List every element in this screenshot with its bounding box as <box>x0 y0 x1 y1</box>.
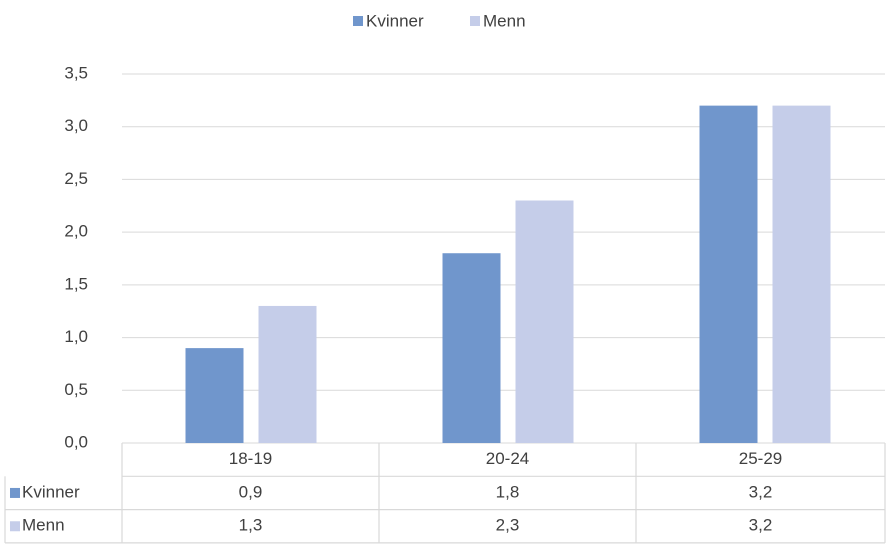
y-tick-label: 2,0 <box>64 222 88 241</box>
y-tick-label: 3,0 <box>64 116 88 135</box>
table-value: 0,9 <box>239 482 263 501</box>
table-legend-label: Kvinner <box>22 482 80 501</box>
table-legend-label: Menn <box>22 516 65 535</box>
bar <box>772 105 831 443</box>
x-tick-label: 18-19 <box>229 449 272 468</box>
bar <box>699 105 758 443</box>
legend-label: Menn <box>483 11 526 30</box>
bar <box>258 305 317 443</box>
y-tick-label: 1,0 <box>64 327 88 346</box>
x-tick-label: 20-24 <box>486 449 529 468</box>
y-tick-label: 1,5 <box>64 274 88 293</box>
bar <box>442 253 501 443</box>
table-legend-swatch <box>10 521 20 532</box>
table-value: 2,3 <box>496 516 520 535</box>
table-value: 1,3 <box>239 516 263 535</box>
legend-swatch <box>353 16 363 26</box>
table-value: 3,2 <box>749 516 773 535</box>
table-legend-swatch <box>10 487 20 498</box>
y-tick-label: 0,5 <box>64 380 88 399</box>
legend-label: Kvinner <box>366 11 424 30</box>
bar <box>185 348 244 443</box>
bar <box>515 200 574 443</box>
table-value: 1,8 <box>496 482 520 501</box>
y-tick-label: 2,5 <box>64 169 88 188</box>
legend-swatch <box>470 16 480 26</box>
table-value: 3,2 <box>749 482 773 501</box>
x-tick-label: 25-29 <box>739 449 782 468</box>
y-tick-label: 3,5 <box>64 63 88 82</box>
y-tick-label: 0,0 <box>64 432 88 451</box>
